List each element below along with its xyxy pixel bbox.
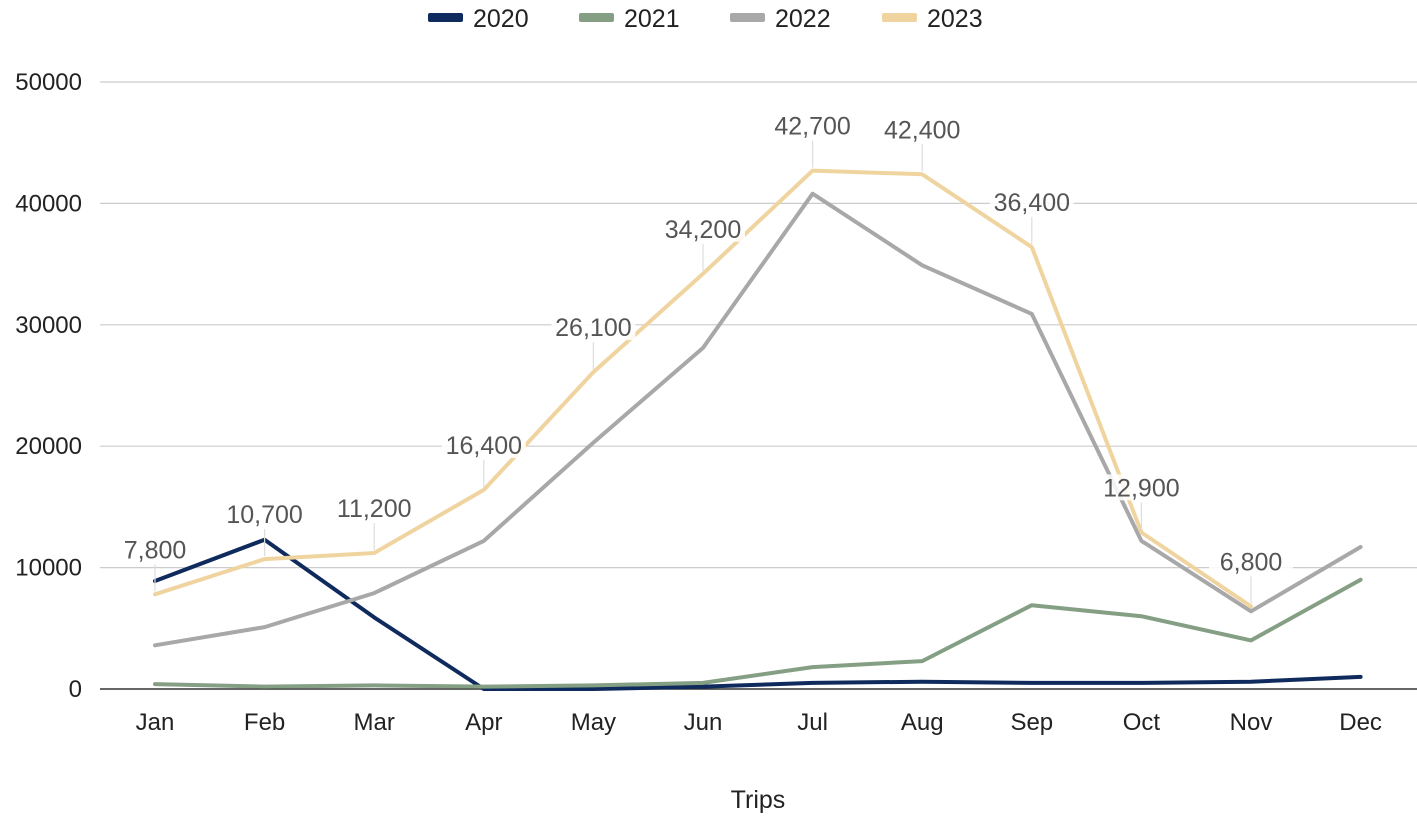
data-label-background [1209,548,1293,575]
legend-swatch [579,13,614,22]
legend-swatch [882,13,917,22]
chart-gridlines [100,81,1417,690]
series-line-2020 [153,537,1363,691]
data-label-background [441,431,526,458]
data-label-background [332,495,417,522]
x-tick-label: Jul [797,709,828,736]
x-tick-label: May [571,709,616,736]
series-line-2022 [153,191,1363,648]
chart-data-labels: 7,800 10,700 11,200 16,400 26,100 34,200 42,70… [113,113,1293,604]
x-tick-label: Jun [684,709,723,736]
x-tick-label: Jan [136,709,175,736]
x-axis-tick-labels: Jan Feb Mar Apr May Jun Jul Aug Sep Oct Nov Dec [136,709,1382,736]
x-tick-label: Sep [1010,709,1053,736]
data-label-background [113,536,197,563]
data-label: 42,400 [884,116,960,144]
x-tick-label: Dec [1339,709,1382,736]
x-tick-label: Oct [1123,709,1161,736]
data-label: 26,100 [555,314,631,342]
data-label: 34,200 [665,216,741,244]
chart-legend: 2020 2021 2022 2023 [428,5,983,33]
chart-series-lines [153,168,1363,691]
x-tick-label: Apr [465,709,502,736]
legend-label: 2020 [473,5,529,33]
data-label-background [661,215,745,242]
data-label-background [1099,474,1184,501]
x-tick-label: Mar [354,709,395,736]
y-tick-label: 30000 [15,312,82,339]
legend-label: 2023 [927,5,983,33]
x-tick-label: Feb [244,709,285,736]
y-tick-label: 50000 [15,69,82,96]
series-line-2021 [153,577,1363,689]
legend-swatch [428,13,463,22]
data-label-background [770,112,855,139]
data-label-background [989,189,1074,216]
x-axis-title: Trips [731,786,786,814]
y-axis-tick-labels: 0 10000 20000 30000 40000 50000 [15,69,82,703]
y-tick-label: 40000 [15,190,82,217]
data-label-background [551,314,636,341]
data-label: 16,400 [446,432,522,460]
data-label: 7,800 [124,536,187,564]
data-label-background [222,501,307,528]
data-label-background [880,116,965,143]
legend-label: 2022 [775,5,831,33]
data-label: 36,400 [994,189,1070,217]
data-label: 42,700 [774,113,850,141]
data-label: 10,700 [226,501,302,529]
y-tick-label: 20000 [15,433,82,460]
legend-swatch [730,13,765,22]
y-tick-label: 0 [69,676,82,703]
legend-label: 2021 [624,5,680,33]
data-label: 12,900 [1103,474,1179,502]
series-line-2023 [153,168,1253,609]
x-tick-label: Nov [1230,709,1273,736]
data-label: 11,200 [337,495,412,523]
y-tick-label: 10000 [15,555,82,582]
x-tick-label: Aug [901,709,944,736]
data-label: 6,800 [1220,548,1283,576]
